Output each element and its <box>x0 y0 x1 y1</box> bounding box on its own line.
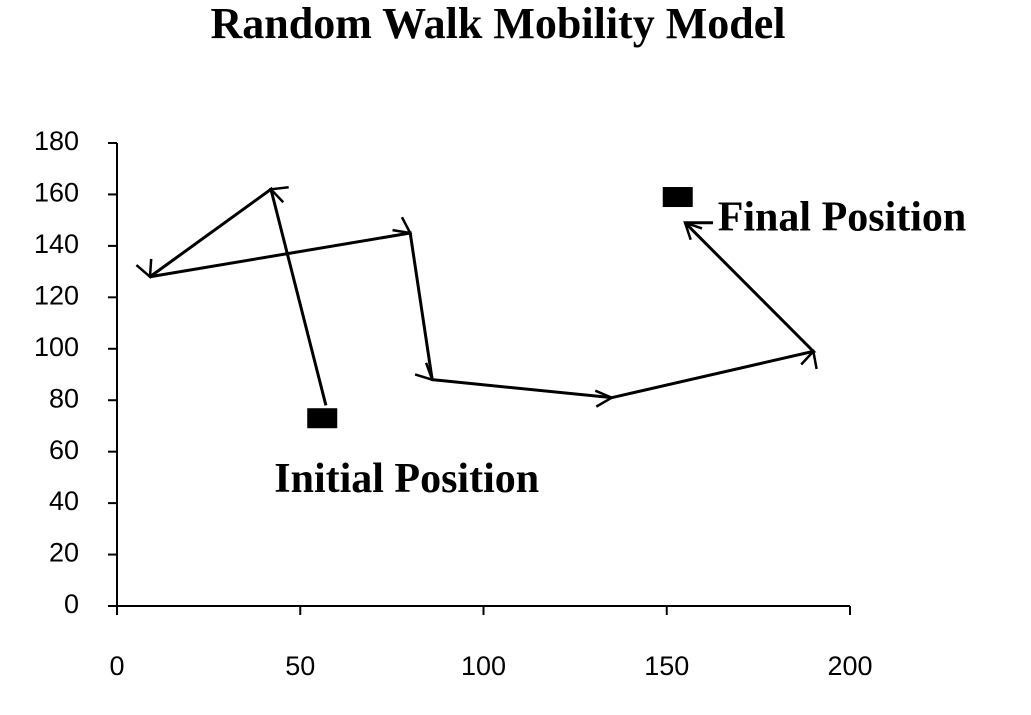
y-tick-label: 40 <box>49 486 79 516</box>
y-tick-label: 160 <box>34 178 79 208</box>
x-tick-label: 0 <box>109 651 124 681</box>
x-tick-label: 50 <box>285 651 315 681</box>
y-tick-label: 100 <box>34 332 79 362</box>
position-label: Initial Position <box>274 456 539 502</box>
y-tick-label: 0 <box>64 589 79 619</box>
walk-line <box>150 189 813 405</box>
chart-title: Random Walk Mobility Model <box>211 0 786 48</box>
y-tick-label: 140 <box>34 229 79 259</box>
y-tick-label: 20 <box>49 538 79 568</box>
y-tick-label: 180 <box>34 126 79 156</box>
position-marker <box>662 187 693 208</box>
y-tick-label: 80 <box>49 383 79 413</box>
x-tick-label: 200 <box>827 651 872 681</box>
x-tick-label: 100 <box>461 651 506 681</box>
y-tick-label: 120 <box>34 280 79 310</box>
y-tick-label: 60 <box>49 435 79 465</box>
x-tick-label: 150 <box>644 651 689 681</box>
position-marker <box>307 408 338 429</box>
position-label: Final Position <box>718 195 967 241</box>
